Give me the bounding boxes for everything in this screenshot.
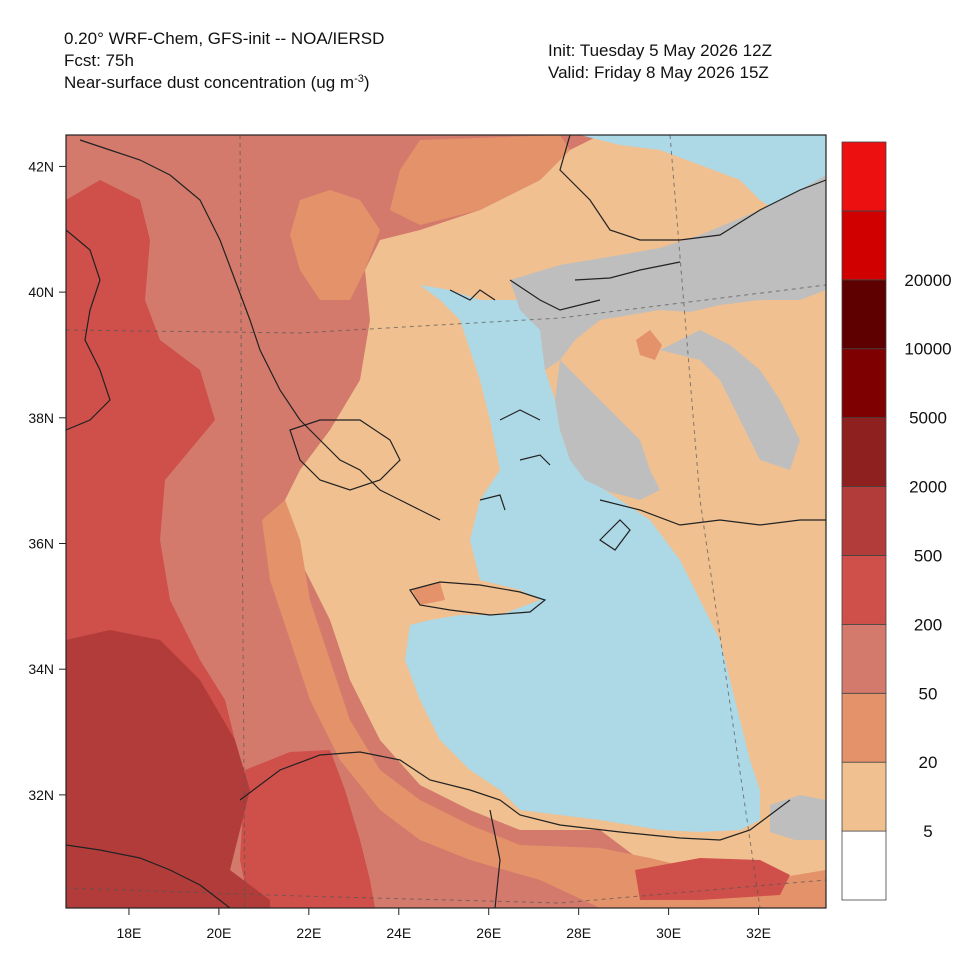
lat-tick-label: 34N <box>28 661 54 677</box>
lon-tick-label: 24E <box>386 925 411 941</box>
legend-swatch <box>841 141 887 212</box>
map-frame <box>65 134 827 909</box>
map-header-left: 0.20° WRF-Chem, GFS-init -- NOA/IERSD Fc… <box>64 28 384 94</box>
gray-zone-cyprus <box>770 795 826 840</box>
lat-tick-label: 36N <box>28 535 54 551</box>
legend-label: 10000 <box>904 340 951 359</box>
legend-label: 20 <box>919 753 938 772</box>
legend-swatch <box>841 279 887 350</box>
legend-swatch <box>841 417 887 487</box>
legend-label: 20000 <box>904 271 951 290</box>
dust-legend: 5 20 50 200 500 2000 5000 10000 20000 <box>841 141 952 901</box>
aegean-sea <box>405 135 826 832</box>
legend-swatch <box>841 761 887 832</box>
legend-swatch <box>841 348 887 419</box>
lon-tick-label: 22E <box>296 925 321 941</box>
forecast-hour: Fcst: 75h <box>64 51 134 70</box>
legend-swatch <box>841 486 887 556</box>
dust-field-20-north <box>290 190 380 300</box>
legend-swatch <box>841 555 887 625</box>
latitude-axis: 42N 40N 38N 36N 34N 32N <box>28 158 66 803</box>
legend-swatch <box>841 692 887 763</box>
lon-tick-label: 30E <box>656 925 681 941</box>
dust-field-20-balkan <box>390 135 570 225</box>
dust-field-200-sinai <box>635 858 790 900</box>
lon-tick-label: 18E <box>116 925 141 941</box>
lat-tick-label: 40N <box>28 284 54 300</box>
legend-swatch <box>841 623 887 694</box>
variable-title: Near-surface dust concentration (ug m-3) <box>64 73 370 92</box>
graticule <box>66 135 826 908</box>
legend-swatch <box>841 210 887 281</box>
legend-label: 5 <box>923 822 932 841</box>
lon-tick-label: 32E <box>746 925 771 941</box>
dust-field-500-libya <box>66 630 270 908</box>
valid-time: Valid: Friday 8 May 2026 15Z <box>548 63 769 82</box>
map-header-right: Init: Tuesday 5 May 2026 12Z Valid: Frid… <box>548 40 772 84</box>
legend-label: 200 <box>914 615 942 634</box>
lon-tick-label: 28E <box>566 925 591 941</box>
model-title: 0.20° WRF-Chem, GFS-init -- NOA/IERSD <box>64 29 385 48</box>
legend-label: 500 <box>914 546 942 565</box>
dust-field-20-turkey <box>636 330 662 360</box>
longitude-axis: 18E 20E 22E 24E 26E 28E 30E 32E <box>116 908 771 941</box>
legend-label: 5000 <box>909 409 947 428</box>
lat-tick-label: 42N <box>28 158 54 174</box>
dust-field-200-egypt <box>240 750 375 908</box>
coastlines <box>66 135 826 908</box>
gray-zone-turkey <box>510 175 826 370</box>
lat-tick-label: 32N <box>28 787 54 803</box>
legend-swatch <box>841 830 887 901</box>
lat-tick-label: 38N <box>28 410 54 426</box>
init-time: Init: Tuesday 5 May 2026 12Z <box>548 41 772 60</box>
lon-tick-label: 26E <box>476 925 501 941</box>
lon-tick-label: 20E <box>206 925 231 941</box>
legend-label: 2000 <box>909 478 947 497</box>
gray-zone-anatolia <box>555 360 660 500</box>
map-area <box>66 135 826 908</box>
gray-zone-south <box>660 330 800 470</box>
legend-label: 50 <box>919 684 938 703</box>
dust-field-20-west <box>262 500 826 908</box>
